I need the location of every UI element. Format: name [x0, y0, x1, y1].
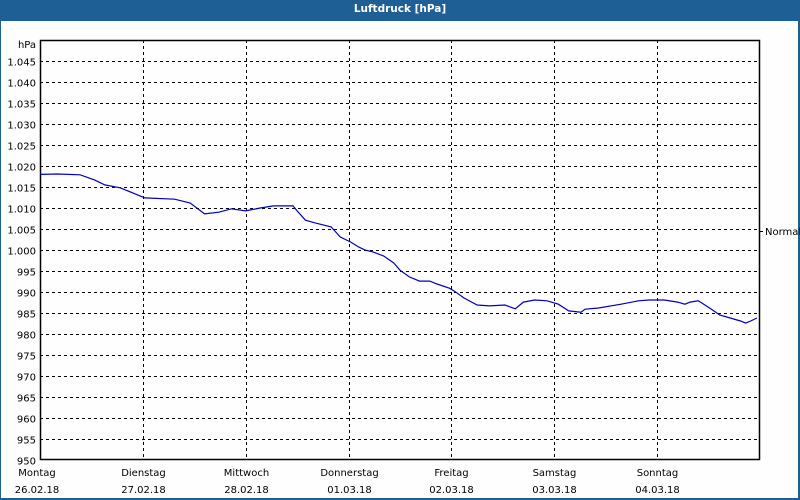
y-tick-label: 1.015	[7, 184, 36, 195]
x-tick-day: Sonntag	[637, 468, 679, 479]
y-tick-label: 1.045	[7, 58, 36, 69]
pressure-line	[39, 173, 758, 324]
y-tick-label: 1.035	[7, 100, 36, 111]
x-tick-day: Samstag	[533, 468, 577, 479]
x-tick-day: Montag	[18, 468, 55, 479]
y-axis-unit: hPa	[18, 40, 36, 51]
y-tick-label: 960	[17, 415, 36, 426]
y-tick-label: 990	[17, 289, 36, 300]
y-tick-label: 1.000	[7, 247, 36, 258]
x-tick-date: 04.03.18	[635, 485, 680, 496]
y-tick-label: 1.030	[7, 121, 36, 132]
y-tick-label: 1.025	[7, 142, 36, 153]
y-tick-label: 970	[17, 373, 36, 384]
x-axis-labels: Montag 26.02.18 Dienstag 27.02.18 Mittwoch 28…	[15, 468, 680, 496]
x-tick-day: Donnerstag	[320, 468, 378, 479]
x-tick-date: 03.03.18	[532, 485, 577, 496]
y-tick-label: 980	[17, 331, 36, 342]
grid-lines	[40, 40, 760, 460]
plot-frame	[39, 39, 761, 461]
y-tick-label: 985	[17, 310, 36, 321]
y-tick-label: 965	[17, 394, 36, 405]
x-tick-date: 26.02.18	[15, 485, 60, 496]
y-tick-label: 1.005	[7, 226, 36, 237]
y-tick-label: 1.020	[7, 163, 36, 174]
y-axis-labels: 1.045 1.040 1.035 1.030 1.025 1.020 1.015 1.010…	[7, 58, 36, 468]
x-tick-day: Freitag	[434, 468, 468, 479]
y-tick-label: 950	[17, 457, 36, 468]
x-tick-day: Mittwoch	[224, 468, 269, 479]
x-tick-date: 01.03.18	[327, 485, 372, 496]
y-tick-label: 1.010	[7, 205, 36, 216]
x-tick-date: 27.02.18	[121, 485, 166, 496]
x-tick-date: 02.03.18	[429, 485, 474, 496]
y-tick-label: 975	[17, 352, 36, 363]
x-tick-day: Dienstag	[121, 468, 166, 479]
normal-reference-label: Normal	[765, 227, 800, 238]
y-tick-label: 995	[17, 268, 36, 279]
y-tick-label: 955	[17, 436, 36, 447]
window-title: Luftdruck [hPa]	[0, 0, 800, 21]
x-tick-date: 28.02.18	[224, 485, 269, 496]
y-tick-label: 1.040	[7, 79, 36, 90]
